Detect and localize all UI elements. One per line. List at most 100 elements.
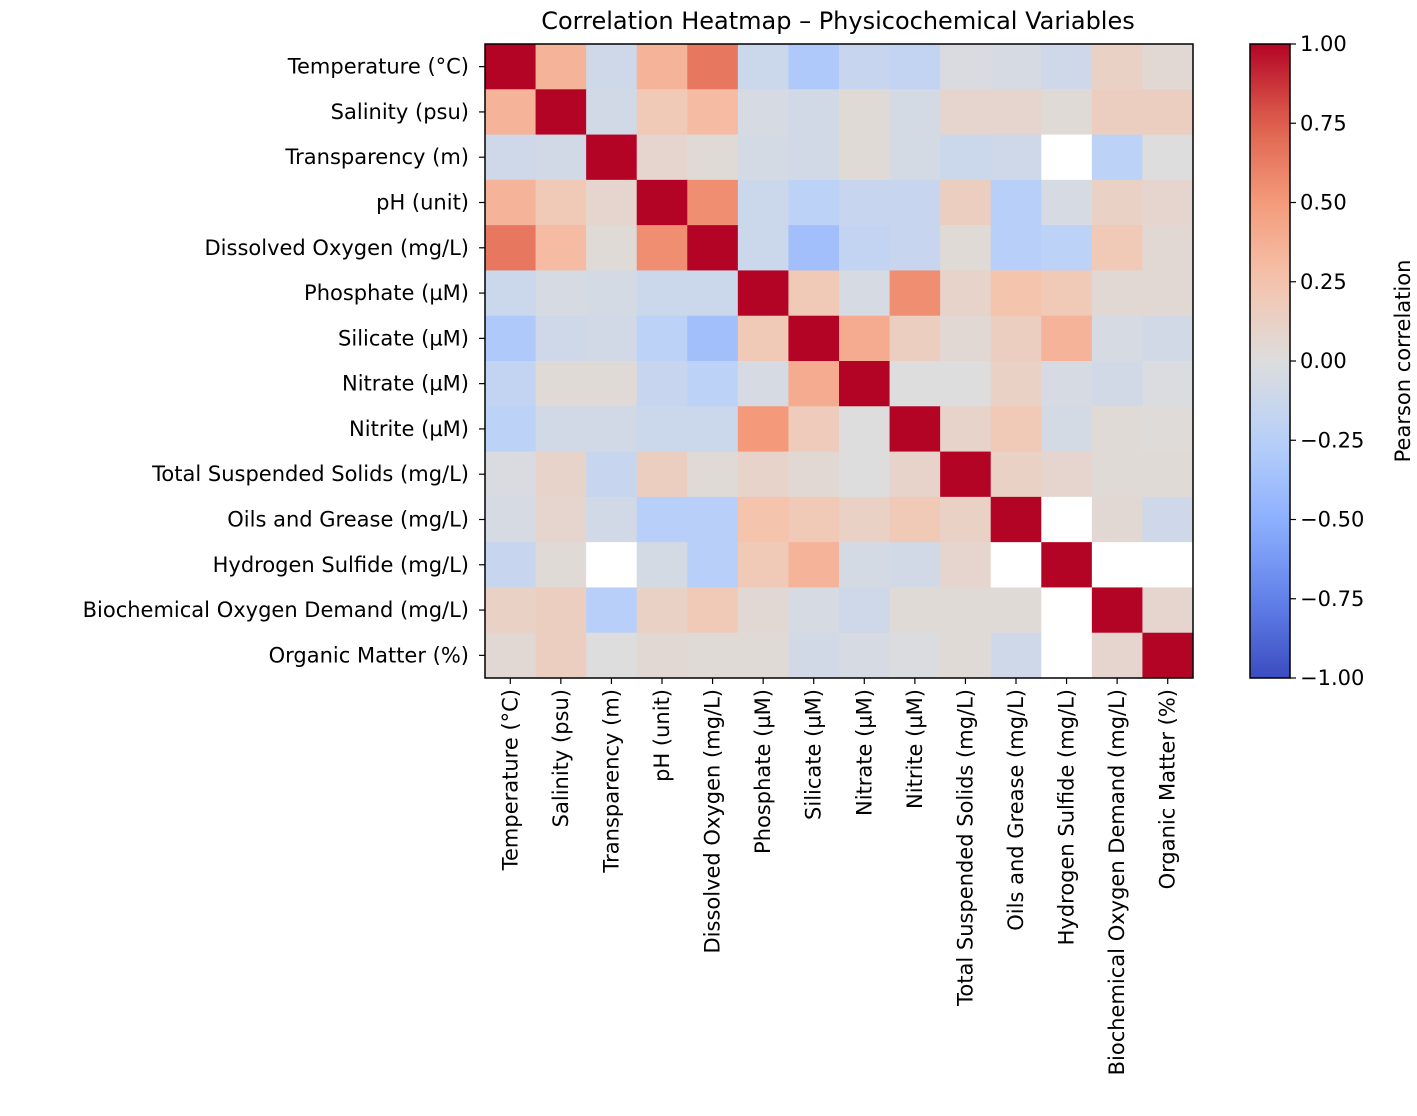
heatmap-cell bbox=[990, 361, 1042, 407]
heatmap-cell bbox=[586, 406, 638, 453]
heatmap-cell bbox=[535, 542, 587, 588]
heatmap-cell bbox=[788, 225, 840, 271]
row-label: Nitrite (µM) bbox=[349, 417, 469, 441]
heatmap-cell bbox=[1091, 179, 1143, 226]
row-label: Temperature (°C) bbox=[287, 55, 469, 79]
heatmap-cell bbox=[839, 406, 891, 453]
heatmap-cell bbox=[1091, 542, 1143, 588]
heatmap-cell bbox=[535, 406, 587, 453]
heatmap-cell bbox=[586, 179, 638, 226]
heatmap-cell bbox=[1142, 587, 1194, 634]
heatmap-cell bbox=[535, 361, 587, 407]
heatmap-cell bbox=[586, 361, 638, 407]
heatmap-cell bbox=[839, 496, 891, 543]
column-label: Biochemical Oxygen Demand (mg/L) bbox=[1105, 689, 1129, 1075]
heatmap-cell bbox=[940, 134, 992, 181]
heatmap-cell bbox=[636, 496, 688, 543]
heatmap-cell bbox=[940, 315, 992, 362]
heatmap-cell bbox=[737, 225, 789, 271]
colorbar-ticks: 1.00 0.75 0.50 0.25 0.00 −0.25 −0.50 −0.75 −1.00 bbox=[1290, 32, 1364, 690]
colorbar-tick-label: −0.75 bbox=[1300, 587, 1364, 611]
heatmap-cell bbox=[1041, 89, 1093, 136]
heatmap-cell bbox=[1142, 225, 1194, 271]
heatmap-cell bbox=[636, 315, 688, 362]
heatmap-cell bbox=[485, 44, 537, 90]
heatmap-cell bbox=[485, 361, 537, 407]
heatmap-cell bbox=[1091, 406, 1143, 453]
heatmap-cell bbox=[535, 134, 587, 181]
row-label: pH (unit) bbox=[376, 191, 469, 215]
column-label: Phosphate (µM) bbox=[751, 689, 775, 854]
heatmap-cell bbox=[990, 44, 1042, 90]
heatmap-cell bbox=[889, 44, 941, 90]
heatmap-cell bbox=[839, 361, 891, 407]
heatmap-cell bbox=[940, 44, 992, 90]
heatmap-cell bbox=[788, 44, 840, 90]
heatmap-cell bbox=[889, 225, 941, 271]
heatmap-cell bbox=[687, 542, 739, 588]
heatmap-cell bbox=[990, 451, 1042, 498]
heatmap-cell bbox=[990, 89, 1042, 136]
heatmap-cell bbox=[990, 632, 1042, 679]
heatmap-cell bbox=[485, 225, 537, 271]
row-label: Phosphate (µM) bbox=[304, 281, 469, 305]
heatmap-cell bbox=[535, 44, 587, 90]
heatmap-cell bbox=[839, 542, 891, 588]
heatmap-cell bbox=[636, 89, 688, 136]
heatmap-cell bbox=[1091, 361, 1143, 407]
heatmap-cell bbox=[586, 542, 638, 588]
heatmap-cell bbox=[535, 225, 587, 271]
heatmap-cell bbox=[940, 179, 992, 226]
heatmap-cell bbox=[788, 270, 840, 317]
heatmap-cell bbox=[535, 315, 587, 362]
heatmap-cell bbox=[889, 361, 941, 407]
heatmap-cell bbox=[788, 542, 840, 588]
colorbar-tick-label: 0.00 bbox=[1300, 349, 1347, 373]
heatmap-cell bbox=[535, 496, 587, 543]
heatmap-cell bbox=[1142, 89, 1194, 136]
heatmap-cell bbox=[636, 632, 688, 679]
heatmap-cell bbox=[737, 587, 789, 634]
column-label: Nitrate (µM) bbox=[852, 689, 876, 816]
heatmap-cell bbox=[889, 587, 941, 634]
heatmap-cell bbox=[940, 406, 992, 453]
heatmap-cell bbox=[889, 451, 941, 498]
row-label: Biochemical Oxygen Demand (mg/L) bbox=[83, 598, 469, 622]
heatmap-cell bbox=[636, 451, 688, 498]
heatmap-cell bbox=[687, 587, 739, 634]
heatmap-cell bbox=[586, 315, 638, 362]
heatmap-cell bbox=[687, 44, 739, 90]
row-label: Oils and Grease (mg/L) bbox=[227, 508, 469, 532]
heatmap-cell bbox=[1091, 225, 1143, 271]
heatmap-cell bbox=[1041, 179, 1093, 226]
heatmap-cells bbox=[485, 44, 1194, 679]
heatmap-cell bbox=[535, 587, 587, 634]
heatmap-cell bbox=[839, 587, 891, 634]
heatmap-cell bbox=[737, 44, 789, 90]
heatmap-cell bbox=[1041, 270, 1093, 317]
heatmap-cell bbox=[990, 406, 1042, 453]
heatmap-cell bbox=[839, 134, 891, 181]
heatmap-cell bbox=[940, 89, 992, 136]
heatmap-cell bbox=[687, 89, 739, 136]
heatmap-cell bbox=[737, 315, 789, 362]
heatmap-cell bbox=[788, 89, 840, 136]
heatmap-cell bbox=[485, 632, 537, 679]
heatmap-cell bbox=[485, 406, 537, 453]
heatmap-cell bbox=[485, 451, 537, 498]
heatmap-cell bbox=[636, 134, 688, 181]
heatmap-cell bbox=[788, 134, 840, 181]
heatmap-cell bbox=[1091, 270, 1143, 317]
colorbar-tick-label: 0.50 bbox=[1300, 191, 1347, 215]
heatmap-cell bbox=[889, 542, 941, 588]
heatmap-cell bbox=[737, 496, 789, 543]
heatmap-cell bbox=[940, 225, 992, 271]
heatmap-cell bbox=[788, 315, 840, 362]
column-labels: Temperature (°C) Salinity (psu) Transparen… bbox=[498, 678, 1180, 1075]
heatmap-cell bbox=[636, 587, 688, 634]
heatmap-cell bbox=[737, 542, 789, 588]
heatmap-cell bbox=[889, 134, 941, 181]
heatmap-cell bbox=[1091, 134, 1143, 181]
heatmap-cell bbox=[940, 361, 992, 407]
column-label: Transparency (m) bbox=[599, 689, 623, 874]
